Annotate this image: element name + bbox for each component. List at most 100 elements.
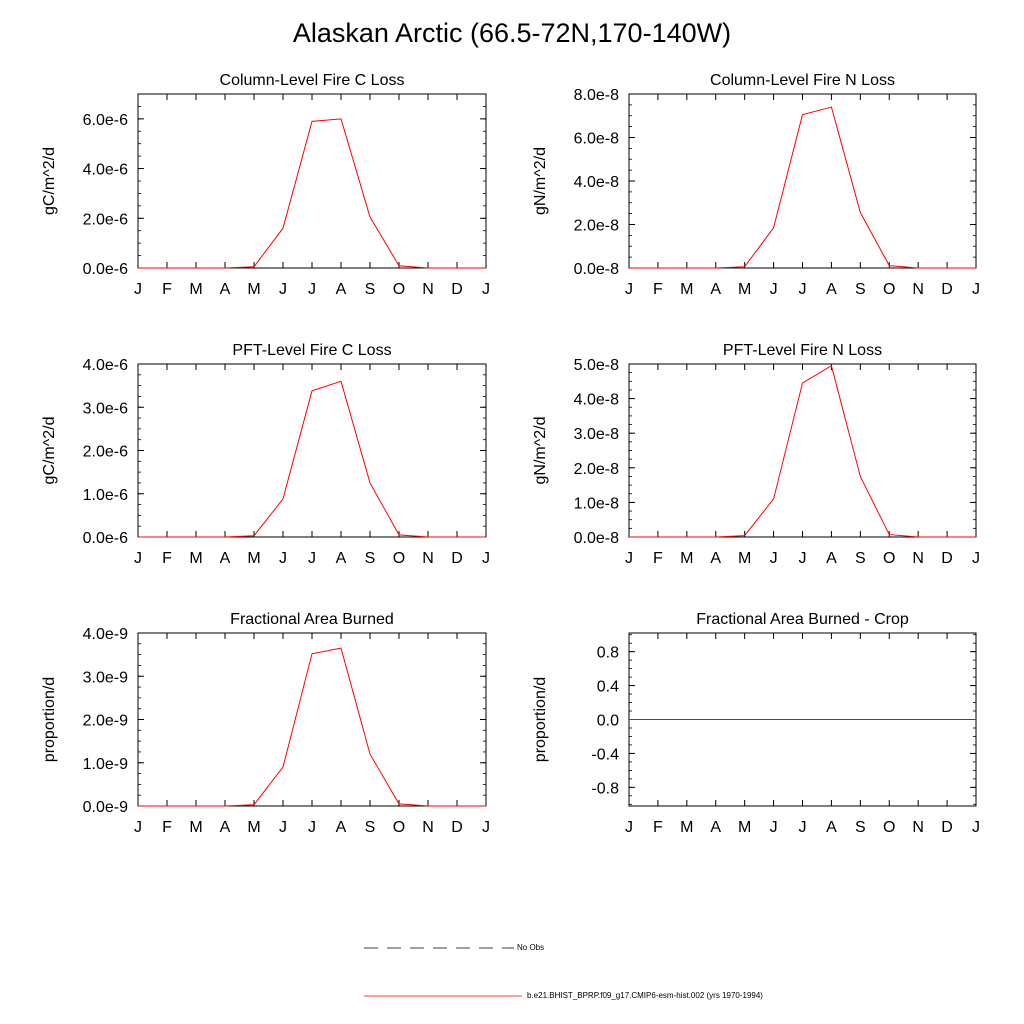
x-tick-label: N bbox=[422, 281, 434, 298]
x-tick-label: D bbox=[451, 281, 463, 298]
y-axis-label: proportion/d bbox=[532, 677, 549, 762]
y-tick-label: 2.0e-9 bbox=[83, 713, 128, 730]
chart-title: PFT-Level Fire N Loss bbox=[723, 342, 882, 359]
series-line bbox=[138, 380, 486, 538]
y-tick-label: 1.0e-8 bbox=[574, 495, 619, 512]
y-tick-label: 0.0e-8 bbox=[574, 261, 619, 278]
x-tick-label: M bbox=[189, 819, 202, 836]
chart-title: Fractional Area Burned - Crop bbox=[696, 611, 909, 628]
x-tick-label: J bbox=[770, 281, 778, 298]
x-tick-label: J bbox=[482, 550, 490, 567]
y-tick-label: 4.0e-6 bbox=[83, 162, 128, 179]
series-line bbox=[629, 106, 976, 269]
chart-title: Column-Level Fire C Loss bbox=[220, 72, 405, 89]
x-tick-label: M bbox=[738, 550, 751, 567]
y-tick-label: 3.0e-9 bbox=[83, 669, 128, 686]
x-tick-label: J bbox=[134, 281, 142, 298]
x-tick-label: N bbox=[912, 550, 924, 567]
x-tick-label: M bbox=[189, 550, 202, 567]
chart-panel-5: J F M A M J J A S O N D J0.0e-91.0e-92.0e-93.0e-94.0… bbox=[41, 611, 490, 836]
x-tick-label: J bbox=[134, 819, 142, 836]
y-tick-label: 2.0e-6 bbox=[83, 444, 128, 461]
y-axis-label: proportion/d bbox=[41, 677, 58, 762]
x-tick-label: J bbox=[308, 550, 316, 567]
y-tick-label: 2.0e-8 bbox=[574, 461, 619, 478]
x-tick-label: D bbox=[941, 281, 953, 298]
chart-title: Fractional Area Burned bbox=[230, 611, 394, 628]
y-tick-label: 4.0e-9 bbox=[83, 626, 128, 643]
y-tick-label: 0.0e-8 bbox=[574, 530, 619, 547]
y-tick-label: 4.0e-6 bbox=[83, 357, 128, 374]
x-tick-label: J bbox=[625, 550, 633, 567]
x-tick-label: J bbox=[279, 550, 287, 567]
x-tick-label: M bbox=[738, 819, 751, 836]
y-tick-label: 3.0e-8 bbox=[574, 426, 619, 443]
x-tick-label: M bbox=[680, 281, 693, 298]
y-tick-label: 6.0e-6 bbox=[83, 112, 128, 129]
x-tick-label: D bbox=[451, 550, 463, 567]
x-tick-label: J bbox=[625, 281, 633, 298]
x-tick-label: F bbox=[162, 281, 172, 298]
x-tick-label: J bbox=[308, 281, 316, 298]
x-tick-label: J bbox=[279, 281, 287, 298]
x-tick-label: M bbox=[680, 819, 693, 836]
x-tick-label: J bbox=[972, 550, 980, 567]
y-tick-label: 4.0e-8 bbox=[574, 392, 619, 409]
x-tick-label: J bbox=[625, 819, 633, 836]
x-tick-label: A bbox=[336, 281, 347, 298]
x-tick-label: F bbox=[162, 819, 172, 836]
x-tick-label: S bbox=[365, 550, 376, 567]
y-axis-label: gN/m^2/d bbox=[532, 417, 549, 485]
y-axis-label: gC/m^2/d bbox=[41, 147, 58, 215]
y-tick-label: -0.8 bbox=[591, 780, 619, 797]
y-tick-label: 2.0e-6 bbox=[83, 211, 128, 228]
x-tick-label: O bbox=[393, 281, 405, 298]
x-tick-label: J bbox=[482, 819, 490, 836]
x-tick-label: A bbox=[710, 550, 721, 567]
x-tick-label: N bbox=[422, 819, 434, 836]
y-tick-label: -0.4 bbox=[591, 746, 619, 763]
x-tick-label: J bbox=[799, 281, 807, 298]
y-tick-label: 1.0e-9 bbox=[83, 756, 128, 773]
x-tick-label: A bbox=[220, 550, 231, 567]
chart-title: Column-Level Fire N Loss bbox=[710, 72, 895, 89]
y-axis-label: gN/m^2/d bbox=[532, 147, 549, 215]
chart-panel-2: J F M A M J J A S O N D J0.0e-82.0e-84.0e-86.0e-88.0… bbox=[532, 72, 980, 298]
series-line bbox=[138, 118, 486, 269]
x-tick-label: F bbox=[653, 281, 663, 298]
x-tick-label: J bbox=[308, 819, 316, 836]
chart-panel-6: J F M A M J J A S O N D J-0.8-0.40.00.40.8Fractional… bbox=[532, 611, 980, 836]
y-tick-label: 0.0e-6 bbox=[83, 530, 128, 547]
y-tick-label: 0.4 bbox=[597, 679, 619, 696]
x-tick-label: O bbox=[883, 550, 895, 567]
x-tick-label: M bbox=[680, 550, 693, 567]
x-tick-label: S bbox=[365, 819, 376, 836]
series-line bbox=[138, 647, 486, 807]
y-tick-label: 1.0e-6 bbox=[83, 487, 128, 504]
x-tick-label: D bbox=[941, 550, 953, 567]
x-tick-label: D bbox=[451, 819, 463, 836]
y-tick-label: 4.0e-8 bbox=[574, 174, 619, 191]
x-tick-label: S bbox=[855, 550, 866, 567]
x-tick-label: J bbox=[770, 550, 778, 567]
x-tick-label: A bbox=[336, 550, 347, 567]
x-tick-label: J bbox=[799, 550, 807, 567]
x-tick-label: S bbox=[855, 281, 866, 298]
x-tick-label: A bbox=[826, 819, 837, 836]
x-tick-label: A bbox=[826, 550, 837, 567]
x-tick-label: N bbox=[912, 281, 924, 298]
x-tick-label: A bbox=[220, 281, 231, 298]
x-tick-label: M bbox=[247, 550, 260, 567]
x-tick-label: J bbox=[799, 819, 807, 836]
y-tick-label: 3.0e-6 bbox=[83, 400, 128, 417]
x-tick-label: A bbox=[710, 281, 721, 298]
x-tick-label: J bbox=[770, 819, 778, 836]
legend-obs-label: No Obs bbox=[517, 943, 545, 952]
x-tick-label: O bbox=[883, 819, 895, 836]
chart-panel-1: J F M A M J J A S O N D J0.0e-62.0e-64.0e-66.0e-6Col… bbox=[41, 72, 490, 298]
x-tick-label: J bbox=[134, 550, 142, 567]
x-tick-label: N bbox=[422, 550, 434, 567]
x-tick-label: D bbox=[941, 819, 953, 836]
